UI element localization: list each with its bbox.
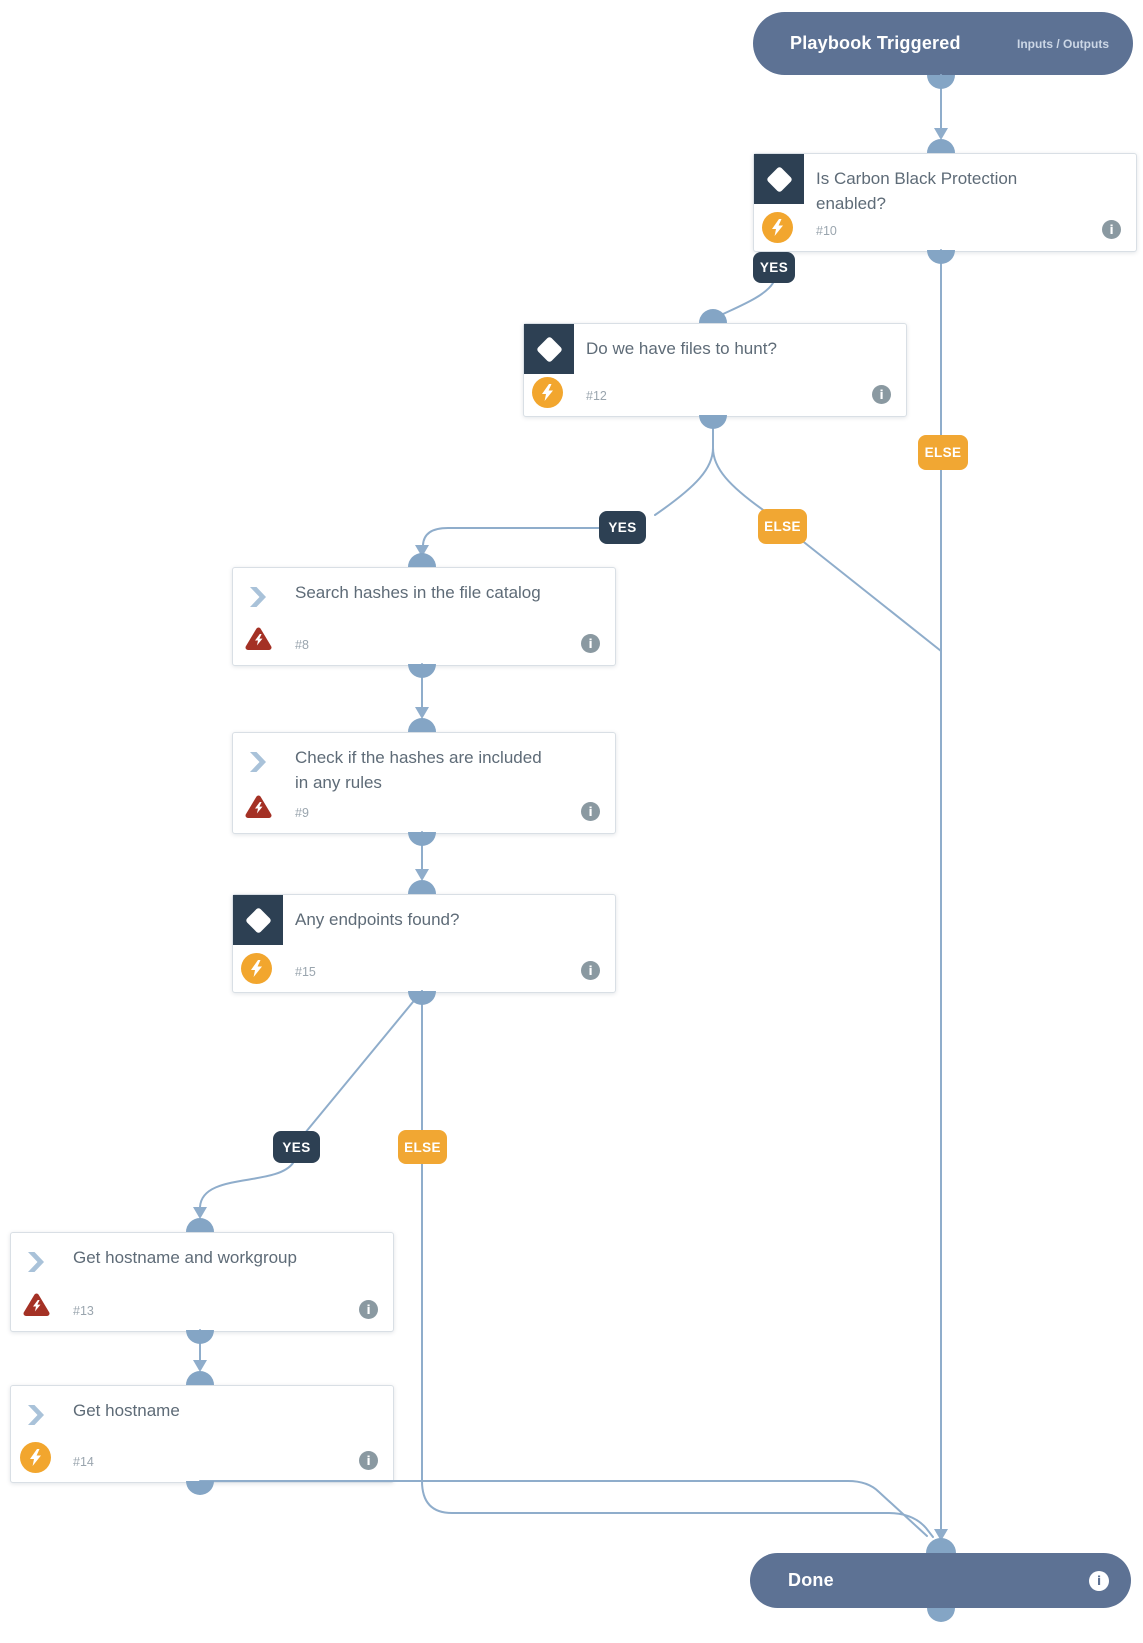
bolt-circle-icon [20, 1442, 51, 1473]
node-title: Do we have files to hunt? [586, 339, 777, 358]
node-number: #8 [295, 638, 309, 652]
info-icon[interactable] [581, 802, 600, 821]
info-icon[interactable] [872, 385, 891, 404]
decision-node-15[interactable]: Any endpoints found? #15 [232, 894, 616, 993]
action-chevron-icon [249, 752, 267, 777]
decision-node-10[interactable]: Is Carbon Black Protection enabled? #10 [753, 153, 1137, 252]
node-title: Check if the hashes are included in any … [295, 748, 542, 792]
end-node[interactable]: Done [750, 1553, 1131, 1608]
yes-branch-badge: YES [753, 252, 795, 283]
start-node[interactable]: Playbook Triggered Inputs / Outputs [753, 12, 1133, 75]
bolt-circle-icon [241, 953, 272, 984]
yes-branch-badge: YES [273, 1131, 320, 1163]
node-number: #10 [816, 224, 837, 238]
else-branch-badge: ELSE [918, 435, 968, 470]
else-branch-badge: ELSE [398, 1130, 447, 1164]
decision-diamond-icon [754, 154, 804, 204]
node-number: #12 [586, 389, 607, 403]
node-number: #9 [295, 806, 309, 820]
action-chevron-icon [249, 587, 267, 612]
decision-diamond-icon [524, 324, 574, 374]
action-node-13[interactable]: Get hostname and workgroup #13 [10, 1232, 394, 1332]
info-icon[interactable] [359, 1300, 378, 1319]
yes-branch-badge: YES [599, 511, 646, 544]
red-bolt-triangle-icon [23, 1292, 50, 1321]
action-chevron-icon [27, 1252, 45, 1277]
info-icon[interactable] [359, 1451, 378, 1470]
decision-diamond-icon [233, 895, 283, 945]
action-node-9[interactable]: Check if the hashes are included in any … [232, 732, 616, 834]
node-number: #14 [73, 1455, 94, 1469]
node-title: Search hashes in the file catalog [295, 583, 541, 602]
node-number: #13 [73, 1304, 94, 1318]
red-bolt-triangle-icon [245, 626, 272, 655]
bolt-circle-icon [762, 212, 793, 243]
node-title: Get hostname [73, 1401, 180, 1420]
end-node-title: Done [788, 1570, 834, 1590]
inputs-outputs-button[interactable]: Inputs / Outputs [1017, 36, 1109, 51]
decision-node-12[interactable]: Do we have files to hunt? #12 [523, 323, 907, 417]
info-icon[interactable] [1102, 220, 1121, 239]
else-branch-badge: ELSE [758, 509, 807, 544]
info-icon[interactable] [1089, 1570, 1109, 1591]
red-bolt-triangle-icon [245, 794, 272, 823]
action-node-14[interactable]: Get hostname #14 [10, 1385, 394, 1483]
bolt-circle-icon [532, 377, 563, 408]
node-title: Any endpoints found? [295, 910, 460, 929]
action-node-8[interactable]: Search hashes in the file catalog #8 [232, 567, 616, 666]
info-icon[interactable] [581, 634, 600, 653]
node-number: #15 [295, 965, 316, 979]
info-icon[interactable] [581, 961, 600, 980]
node-title: Is Carbon Black Protection enabled? [816, 169, 1018, 213]
action-chevron-icon [27, 1405, 45, 1430]
start-node-title: Playbook Triggered [790, 33, 961, 53]
node-title: Get hostname and workgroup [73, 1248, 297, 1267]
